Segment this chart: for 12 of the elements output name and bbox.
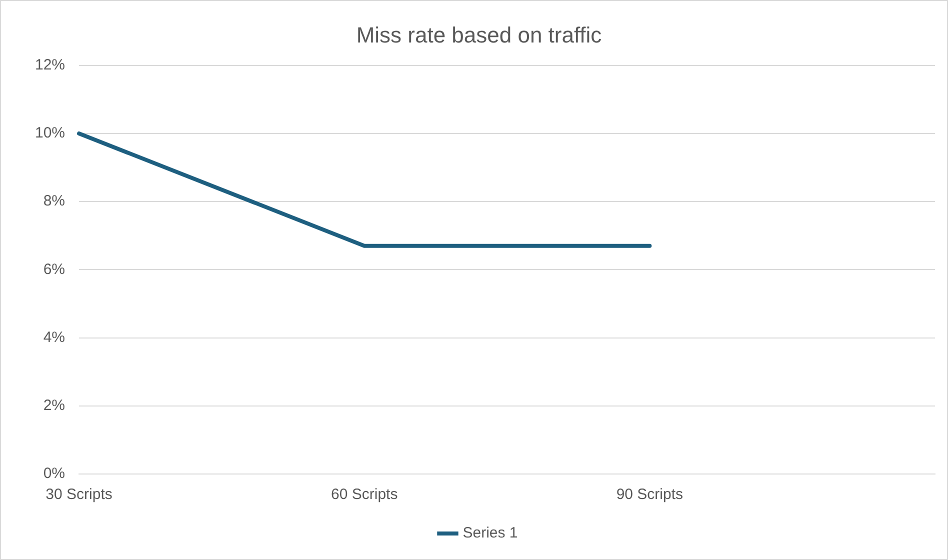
x-tick-label: 30 Scripts [46, 486, 112, 504]
y-tick-label: 6% [43, 260, 66, 278]
y-tick-label: 2% [43, 397, 66, 414]
y-tick-label: 0% [43, 465, 66, 482]
y-tick-label: 12% [34, 56, 66, 74]
legend-label: Series 1 [462, 524, 518, 542]
chart-title: Miss rate based on traffic [356, 22, 602, 48]
x-tick-label: 90 Scripts [616, 486, 684, 504]
y-tick-label: 8% [43, 192, 66, 210]
x-tick-label: 60 Scripts [330, 486, 398, 504]
y-tick-label: 4% [43, 328, 66, 346]
y-tick-label: 10% [34, 124, 66, 142]
